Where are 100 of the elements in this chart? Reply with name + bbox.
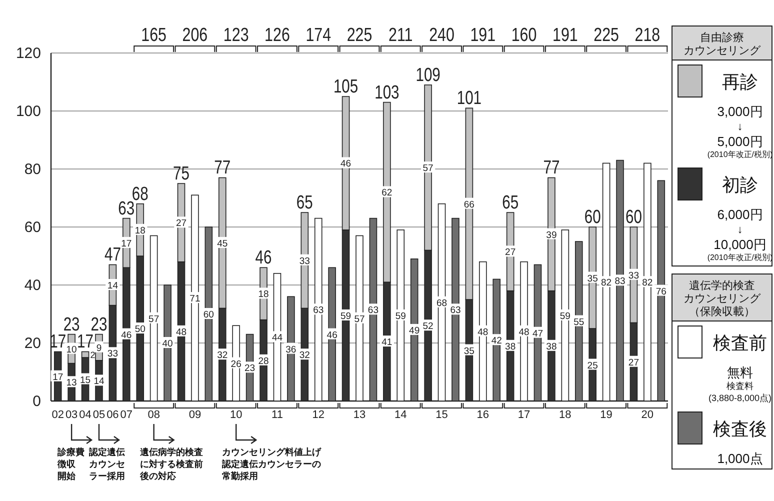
data-label: 62 — [382, 188, 392, 199]
x-tick-label: 19 — [600, 409, 612, 421]
x-tick-label: 13 — [353, 409, 366, 421]
data-label: 36 — [286, 344, 296, 356]
total-label: 60 — [625, 206, 642, 228]
data-label: 32 — [217, 350, 228, 362]
data-label: 82 — [642, 278, 653, 289]
total-label: 77 — [214, 156, 231, 178]
y-tick-label: 60 — [24, 219, 41, 236]
data-label: 33 — [299, 256, 310, 267]
data-label: 38 — [546, 341, 557, 352]
data-label: 49 — [409, 325, 420, 336]
x-tick-label: 04 — [79, 409, 92, 421]
total-label: 109 — [416, 64, 440, 86]
text: ↓ — [737, 121, 743, 133]
x-tick-label: 09 — [188, 409, 202, 421]
text: 165 — [141, 23, 167, 46]
data-label: 9 — [96, 342, 102, 354]
data-label: 15 — [80, 374, 91, 386]
legend-label: 初診 — [722, 175, 758, 195]
data-label: 76 — [656, 286, 666, 298]
y-tick-label: 120 — [16, 45, 41, 62]
text: 174 — [306, 23, 332, 46]
x-tick-label: 14 — [394, 409, 407, 421]
data-label: 57 — [354, 314, 365, 325]
total-label: 46 — [255, 246, 272, 268]
data-label: 48 — [518, 326, 530, 338]
data-label: 41 — [382, 337, 392, 348]
text: 認定遺伝カウンセラー採用 — [88, 447, 125, 481]
data-label: 59 — [340, 310, 352, 322]
x-tick-label: 12 — [312, 409, 324, 421]
text: 206 — [182, 23, 208, 46]
data-label: 38 — [505, 341, 516, 352]
data-label: 17 — [121, 238, 132, 250]
text: 6,000円 — [717, 207, 763, 222]
data-label: 44 — [272, 332, 283, 344]
data-label: 27 — [176, 218, 187, 230]
data-label: 48 — [478, 326, 488, 338]
data-label: 40 — [162, 338, 173, 350]
total-label: 101 — [456, 87, 482, 109]
data-label: 18 — [258, 289, 269, 300]
y-tick-label: 40 — [24, 277, 41, 294]
data-label: 48 — [176, 326, 187, 338]
text: 10,000円 — [714, 237, 766, 252]
x-tick-label: 02 — [52, 409, 64, 421]
x-tick-label: 03 — [65, 409, 78, 421]
text: 126 — [264, 23, 290, 46]
total-label: 77 — [543, 156, 560, 178]
data-label: 27 — [505, 247, 516, 258]
text: ↓ — [737, 224, 743, 236]
data-label: 14 — [94, 376, 104, 388]
data-label: 63 — [450, 305, 461, 316]
data-label: 68 — [436, 298, 448, 309]
data-label: 46 — [326, 330, 338, 341]
data-label: 28 — [258, 356, 269, 367]
data-label: 27 — [628, 357, 640, 368]
y-tick-label: 0 — [32, 393, 41, 410]
text: 3,000円 — [717, 104, 763, 119]
data-label: 33 — [628, 270, 640, 282]
x-tick-label: 11 — [272, 409, 283, 421]
x-tick-label: 15 — [436, 409, 448, 421]
text: 225 — [594, 23, 619, 46]
data-label: 45 — [217, 238, 228, 250]
total-label: 60 — [584, 206, 601, 228]
text: 遺伝学的検査カウンセリング（保険収載） — [684, 279, 762, 318]
data-label: 57 — [422, 163, 434, 174]
total-label: 103 — [374, 82, 400, 103]
data-label: 50 — [134, 324, 146, 335]
data-label: 26 — [230, 358, 242, 370]
text: (3,880-8,000点) — [708, 393, 772, 403]
total-label: 65 — [296, 192, 313, 213]
total-label: 65 — [502, 192, 519, 213]
data-label: 25 — [587, 360, 598, 372]
text: 5,000円 — [717, 134, 763, 149]
data-label: 14 — [107, 280, 118, 292]
text: 218 — [634, 23, 660, 46]
total-label: 47 — [104, 244, 121, 266]
data-label: 55 — [574, 316, 584, 328]
legend-label: 検査後 — [713, 419, 767, 439]
data-label: 63 — [368, 305, 378, 316]
data-label: 63 — [313, 305, 324, 316]
text: 検査料 — [726, 381, 754, 391]
text: 191 — [470, 23, 496, 46]
y-tick-label: 20 — [24, 335, 41, 352]
data-label: 46 — [121, 330, 132, 341]
data-label: 35 — [587, 273, 598, 284]
x-tick-label: 18 — [559, 409, 572, 421]
data-label: 60 — [203, 310, 214, 320]
x-tick-label: 17 — [518, 409, 530, 421]
text: 123 — [223, 23, 249, 46]
data-label: 42 — [491, 336, 502, 347]
data-label: 83 — [614, 276, 626, 288]
x-tick-label: 10 — [230, 409, 242, 421]
legend-label: 再診 — [722, 72, 758, 92]
data-label: 23 — [244, 363, 256, 374]
data-label: 82 — [601, 278, 612, 289]
text: 遺伝病学的検査に対する検査前後の対応 — [138, 447, 203, 481]
x-tick-label: 05 — [92, 409, 106, 421]
data-label: 46 — [340, 158, 352, 170]
data-label: 17 — [52, 372, 64, 383]
